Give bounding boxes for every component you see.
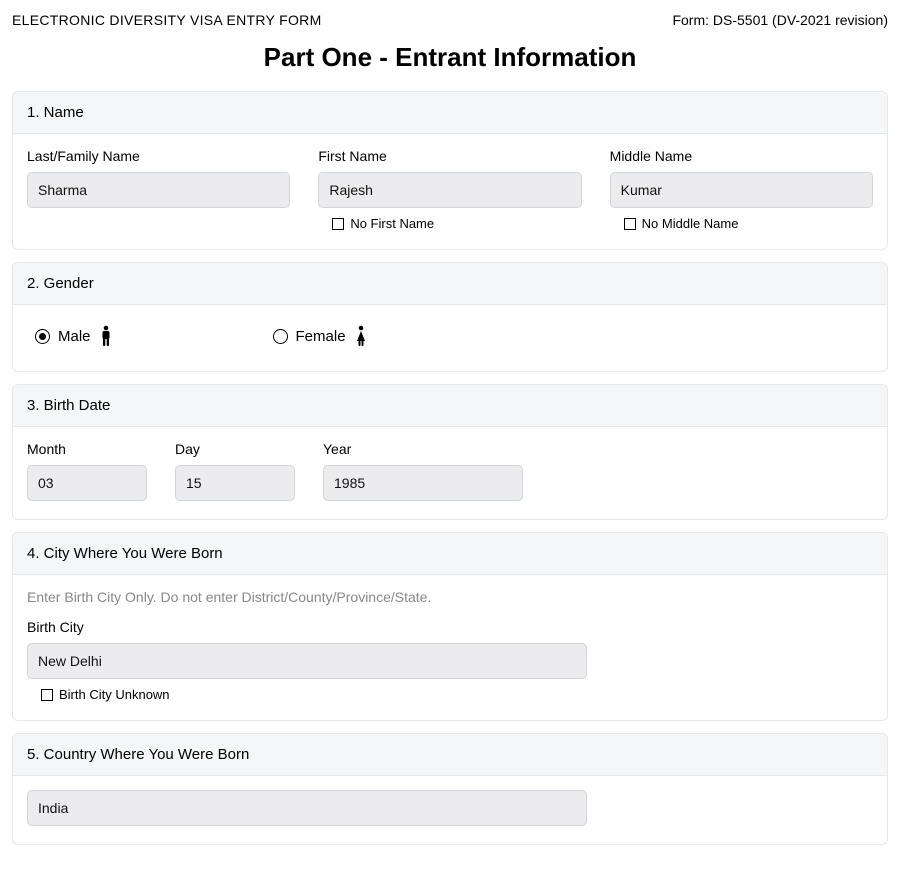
day-input[interactable] bbox=[175, 465, 295, 501]
month-input[interactable] bbox=[27, 465, 147, 501]
section-birth-country: 5. Country Where You Were Born bbox=[12, 733, 888, 845]
middle-name-input[interactable] bbox=[610, 172, 873, 208]
section-birth-date: 3. Birth Date Month Day Year bbox=[12, 384, 888, 520]
year-input[interactable] bbox=[323, 465, 523, 501]
radio-icon bbox=[35, 329, 50, 344]
last-name-label: Last/Family Name bbox=[27, 148, 290, 164]
section-name-header: 1. Name bbox=[13, 92, 887, 134]
section-birth-date-header: 3. Birth Date bbox=[13, 385, 887, 427]
month-label: Month bbox=[27, 441, 147, 457]
form-id: Form: DS-5501 (DV-2021 revision) bbox=[672, 12, 888, 28]
birth-city-label: Birth City bbox=[27, 619, 873, 635]
page-title: Part One - Entrant Information bbox=[12, 42, 888, 73]
section-birth-city: 4. City Where You Were Born Enter Birth … bbox=[12, 532, 888, 721]
radio-female[interactable]: Female bbox=[273, 325, 368, 347]
birth-city-unknown-label: Birth City Unknown bbox=[59, 687, 170, 702]
no-middle-name-checkbox[interactable]: No Middle Name bbox=[624, 216, 873, 231]
radio-male[interactable]: Male bbox=[35, 325, 113, 347]
section-birth-city-header: 4. City Where You Were Born bbox=[13, 533, 887, 575]
birth-city-hint: Enter Birth City Only. Do not enter Dist… bbox=[27, 589, 873, 605]
checkbox-icon bbox=[41, 689, 53, 701]
male-person-icon bbox=[99, 325, 113, 347]
radio-male-label: Male bbox=[58, 328, 91, 345]
middle-name-label: Middle Name bbox=[610, 148, 873, 164]
section-gender: 2. Gender Male Female bbox=[12, 262, 888, 372]
last-name-input[interactable] bbox=[27, 172, 290, 208]
no-middle-name-label: No Middle Name bbox=[642, 216, 739, 231]
year-label: Year bbox=[323, 441, 523, 457]
day-label: Day bbox=[175, 441, 295, 457]
radio-female-label: Female bbox=[296, 328, 346, 345]
first-name-label: First Name bbox=[318, 148, 581, 164]
no-first-name-label: No First Name bbox=[350, 216, 434, 231]
section-gender-header: 2. Gender bbox=[13, 263, 887, 305]
checkbox-icon bbox=[332, 218, 344, 230]
checkbox-icon bbox=[624, 218, 636, 230]
no-first-name-checkbox[interactable]: No First Name bbox=[332, 216, 581, 231]
female-person-icon bbox=[354, 325, 368, 347]
radio-icon bbox=[273, 329, 288, 344]
birth-city-unknown-checkbox[interactable]: Birth City Unknown bbox=[41, 687, 873, 702]
first-name-input[interactable] bbox=[318, 172, 581, 208]
top-bar: ELECTRONIC DIVERSITY VISA ENTRY FORM For… bbox=[12, 12, 888, 28]
section-name: 1. Name Last/Family Name First Name No F… bbox=[12, 91, 888, 250]
form-name: ELECTRONIC DIVERSITY VISA ENTRY FORM bbox=[12, 12, 322, 28]
section-birth-country-header: 5. Country Where You Were Born bbox=[13, 734, 887, 776]
birth-country-input[interactable] bbox=[27, 790, 587, 826]
birth-city-input[interactable] bbox=[27, 643, 587, 679]
